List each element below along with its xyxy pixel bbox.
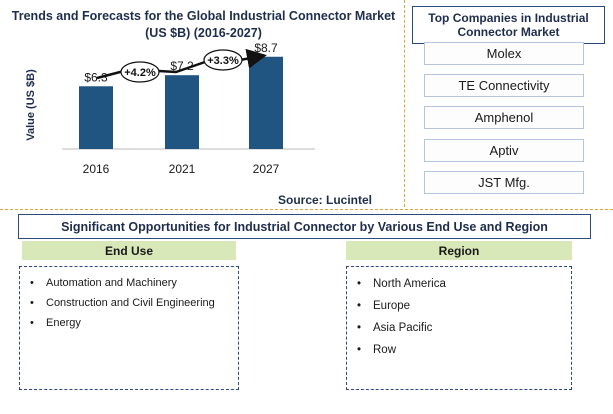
region-heading: Region [346,241,572,260]
x-tick-2016: 2016 [83,162,110,176]
bullet-icon: • [357,300,362,312]
list-item: • Energy [30,317,81,329]
list-item: • Construction and Civil Engineering [30,297,215,309]
bullet-icon: • [357,278,362,290]
chart-title: Trends and Forecasts for the Global Indu… [11,9,396,40]
region-list: • North America • Europe • Asia Pacific • Ro… [347,267,571,366]
data-label-2021: $7.2 [170,59,194,73]
vertical-divider [404,0,405,207]
end-use-heading: End Use [22,241,236,260]
list-item: • Europe [357,300,411,312]
bar-chart: Value (US $B) $6.3 2016 $7.2 2021 $8.7 2027 +… [25,0,315,176]
data-label-2027: $8.7 [254,41,278,55]
company-amphenol: Amphenol [424,106,584,129]
company-molex: Molex [424,42,584,65]
x-tick-2027: 2027 [253,162,280,176]
growth-badge [203,49,243,71]
bullet-icon: • [30,297,34,309]
bullet-icon: • [357,344,362,356]
growth-label: +4.2% [124,67,156,79]
companies-title: Top Companies in Industrial Connector Ma… [412,6,605,44]
list-item: • Asia Pacific [357,322,433,334]
growth-arrow [96,56,262,80]
bar-2027 [249,56,283,149]
company-aptiv: Aptiv [424,139,584,162]
source-note: Source: Lucintel [278,193,373,207]
opportunities-title: Significant Opportunities for Industrial… [18,214,591,239]
bullet-icon: • [357,322,362,334]
list-item: • Automation and Machinery [30,277,177,289]
company-te-connectivity: TE Connectivity [424,74,584,97]
list-item: • North America [357,278,446,290]
bullet-icon: • [30,277,34,289]
growth-badge [120,61,160,83]
region-box: • North America • Europe • Asia Pacific • Ro… [346,266,572,390]
bar-2021 [165,75,199,149]
end-use-list: • Automation and Machinery • Construction … [20,267,238,337]
end-use-box: • Automation and Machinery • Construction … [19,266,239,390]
data-label-2016: $6.3 [84,70,108,84]
y-axis-label: Value (US $B) [25,69,37,141]
list-item: • Row [357,344,397,356]
horizontal-divider [0,209,613,210]
bar-2016 [79,86,113,149]
x-tick-2021: 2021 [169,162,196,176]
growth-label: +3.3% [207,55,239,67]
company-jst-mfg: JST Mfg. [424,171,584,194]
bullet-icon: • [30,317,34,329]
